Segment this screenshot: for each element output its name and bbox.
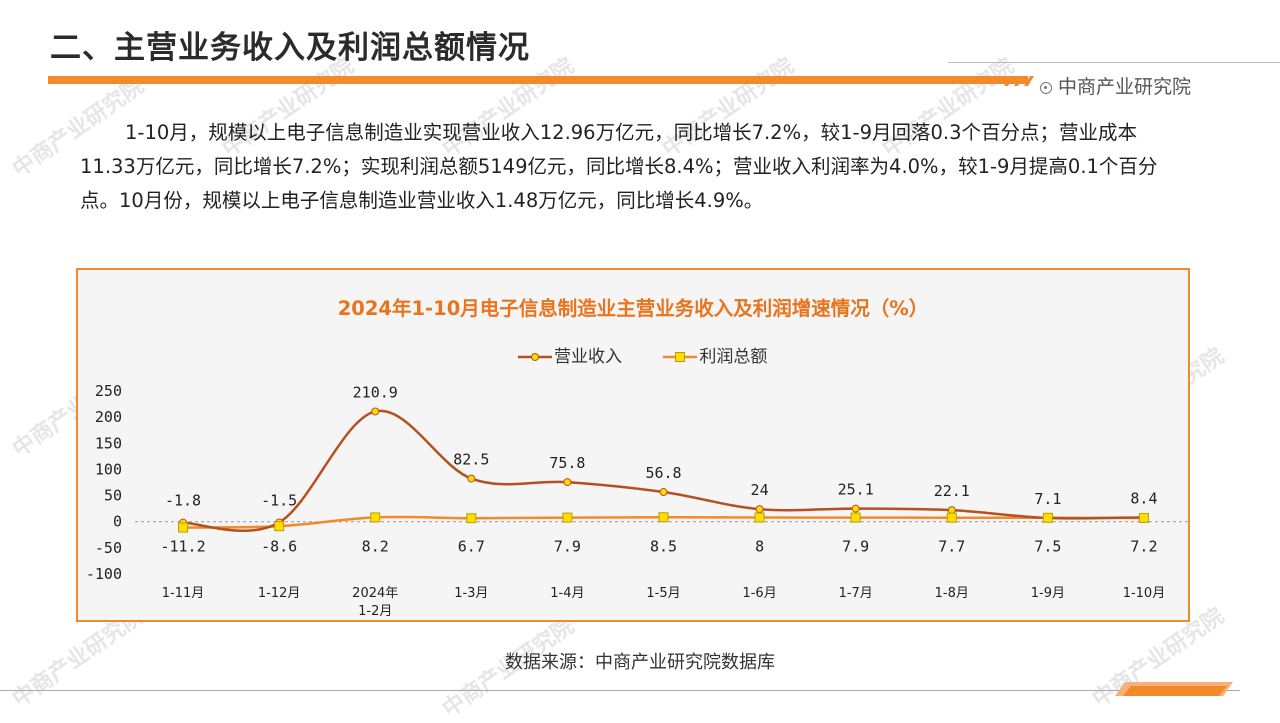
data-source: 数据来源：中商产业研究院数据库 [505,652,775,673]
profit-data-label: 7.2 [1130,538,1157,556]
x-tick-label: 1-6月 [742,586,776,601]
profit-point [274,521,285,532]
y-tick-label: 200 [95,408,122,426]
revenue-data-label: 56.8 [645,464,681,482]
y-tick-label: 0 [113,513,122,531]
x-tick-label: 1-4月 [550,586,584,601]
profit-data-label: 8 [755,538,764,556]
profit-data-label: 7.9 [842,538,869,556]
revenue-data-label: 25.1 [838,481,874,499]
revenue-point [659,488,668,497]
x-tick-label: 2024年 [352,586,398,601]
y-tick-label: -100 [86,565,122,583]
summary-paragraph: 1-10月，规模以上电子信息制造业实现营业收入12.96万亿元，同比增长7.2%… [80,121,1158,212]
profit-data-label: -11.2 [160,538,205,556]
revenue-point [947,506,956,515]
y-tick-label: 50 [104,487,122,505]
revenue-data-label: 8.4 [1130,489,1157,507]
footer-stripes-decoration [1115,682,1233,696]
x-tick-label: 1-11月 [162,586,205,601]
profit-data-label: 7.7 [938,538,965,556]
x-tick-label: 1-10月 [1123,586,1166,601]
profit-point [850,512,861,523]
series-line-revenue [182,409,1144,532]
brand-text: 中商产业研究院 [1058,76,1192,98]
x-tick-label: 1-2月 [358,604,392,619]
revenue-data-label: -1.5 [261,492,297,510]
y-tick-label: -50 [95,539,122,557]
x-tick-label: 1-12月 [258,586,301,601]
footer-divider [0,690,1240,691]
legend-item-profit: 利润总额 [663,342,767,367]
revenue-data-label: -1.8 [165,492,201,510]
revenue-point [467,474,476,483]
revenue-point [563,478,572,487]
legend-profit-swatch [663,352,698,362]
profit-point [658,512,669,523]
chart-legend: 营业收入 利润总额 [518,342,803,367]
profit-data-label: 8.2 [362,538,389,556]
x-tick-label: 1-7月 [839,586,873,601]
legend-item-revenue: 营业收入 [518,342,622,367]
profit-point [562,512,573,523]
title-accent-bar [48,76,1028,84]
profit-data-label: 7.5 [1034,538,1061,556]
revenue-data-label: 22.1 [934,482,970,500]
profit-point [178,522,189,533]
legend-label-revenue: 营业收入 [554,347,622,367]
legend-revenue-swatch [518,353,552,361]
legend-label-profit: 利润总额 [699,347,768,367]
x-tick-label: 1-3月 [454,586,488,601]
revenue-data-label: 82.5 [453,451,489,469]
profit-point [370,512,381,523]
revenue-point [851,504,860,513]
profit-data-label: 6.7 [458,538,485,556]
profit-data-label: 8.5 [650,538,677,556]
profit-data-label: -8.6 [261,538,297,556]
line-chart: 250 200 150 100 50 0 -50 -100 1-11月 1-12月 2024年 1-2… [86,382,1188,619]
profit-point [1138,512,1149,523]
x-tick-label: 1-5月 [646,586,680,601]
revenue-data-label: 75.8 [549,454,585,472]
profit-data-label: 7.9 [554,538,581,556]
profit-point [754,512,765,523]
profit-point [1042,512,1053,523]
y-tick-label: 150 [95,434,122,452]
y-tick-label: 250 [95,382,122,400]
stripes-decoration [1004,76,1034,86]
profit-point [466,513,477,524]
profit-point [946,512,957,523]
page-title: 二、主营业务收入及利润总额情况 [50,30,530,66]
brand-label: 中商产业研究院 [1040,72,1191,99]
revenue-data-label: 210.9 [353,383,398,401]
chart-title: 2024年1-10月电子信息制造业主营业务收入及利润增速情况（%） [337,297,929,320]
title-divider [948,62,1280,63]
target-icon [1040,82,1052,94]
y-tick-label: 100 [95,460,122,478]
revenue-point [371,407,380,416]
x-tick-label: 1-8月 [935,586,969,601]
revenue-data-label: 24 [751,481,769,499]
x-tick-label: 1-9月 [1031,586,1065,601]
chart-container: 2024年1-10月电子信息制造业主营业务收入及利润增速情况（%） 营业收入 利… [76,268,1190,622]
revenue-data-label: 7.1 [1034,490,1061,508]
revenue-point [755,505,764,514]
